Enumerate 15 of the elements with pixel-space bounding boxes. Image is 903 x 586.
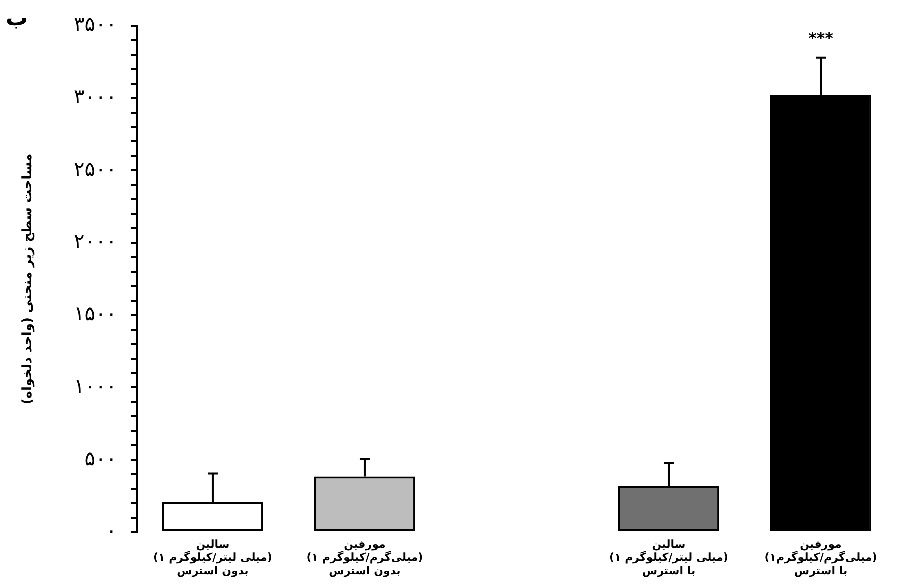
y-axis-title: مساحت سطح زیر منحنی (واحد دلخواه)	[20, 154, 36, 405]
y-tick-label: ۵۰۰	[84, 446, 117, 470]
chart-title: ب	[6, 6, 28, 32]
y-tick-label: ۲۵۰۰	[74, 156, 117, 181]
x-tick-label: سالین (۱ میلی لیتر/کیلوگرم) بدون استرس	[154, 538, 272, 578]
annotation: ***	[808, 28, 834, 48]
y-tick-label: ۱۵۰۰	[74, 302, 117, 326]
y-tick-label: ۲۰۰۰	[74, 229, 117, 254]
x-tick-label: مورفین (۱ میلی‌گرم/کیلوگرم) بدون استرس	[306, 538, 424, 578]
y-tick-label: ۳۵۰۰	[74, 12, 117, 36]
x-tick-label: سالین (۱ میلی لیتر/کیلوگرم) با استرس	[610, 538, 728, 578]
y-tick-label: ۱۰۰۰	[74, 374, 117, 398]
x-tick-label: مورفین (۱میلی‌گرم/کیلوگرم) با استرس	[764, 538, 878, 578]
y-tick-label: ۰	[106, 518, 117, 543]
y-tick-label: ۳۰۰۰	[74, 84, 117, 109]
